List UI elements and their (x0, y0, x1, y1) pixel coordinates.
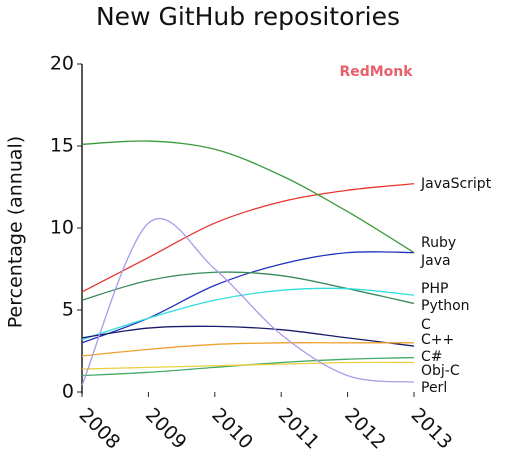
series-line (81, 342, 414, 357)
series-label: Perl (421, 380, 447, 396)
series-label: PHP (421, 281, 448, 297)
series-line (81, 183, 415, 293)
brand-logo: RedMonk (339, 64, 413, 80)
y-tick-label: 15 (50, 135, 74, 157)
series-line (81, 271, 415, 305)
series-label: Obj-C (421, 363, 460, 379)
series-line (81, 361, 415, 370)
series-line (81, 356, 415, 377)
series-line (81, 325, 415, 347)
series-line (81, 217, 415, 386)
series-line (81, 251, 415, 344)
series-label: JavaScript (420, 176, 492, 192)
x-tick-label: 2011 (274, 404, 324, 454)
y-tick-label: 20 (50, 53, 74, 75)
x-tick-label: 2012 (340, 404, 390, 454)
series-label: C++ (421, 332, 454, 348)
y-tick-label: 10 (50, 217, 74, 239)
chart-title: New GitHub repositories (96, 2, 400, 31)
series-line (81, 140, 415, 254)
x-tick-label: 2009 (141, 404, 191, 454)
series-label: Ruby (421, 235, 456, 251)
x-tick-label: 2013 (407, 404, 457, 454)
series-line (81, 287, 415, 341)
y-tick-label: 5 (62, 299, 74, 321)
x-tick-label: 2008 (75, 404, 125, 454)
series-label: C (421, 317, 431, 333)
series-label: Python (421, 298, 470, 314)
y-tick-label: 0 (62, 381, 74, 403)
series-label: C# (421, 349, 443, 365)
y-axis-label: Percentage (annual) (5, 136, 27, 328)
x-tick-label: 2010 (207, 404, 257, 454)
series-label: Java (420, 253, 451, 269)
